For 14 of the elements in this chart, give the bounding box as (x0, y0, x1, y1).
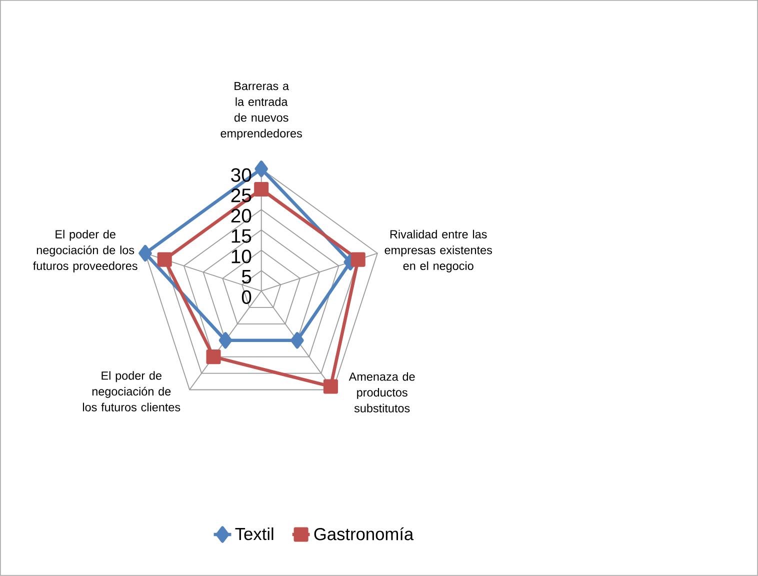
spoke-label: El poder de negociación de los futuros proveedores (33, 230, 138, 272)
y-tick-label: 10 (232, 250, 252, 264)
y-tick-label: 30 (231, 168, 252, 182)
y-tick-label: 25 (231, 188, 252, 202)
spoke-label: El poder de negociación de los futuros clientes (82, 371, 180, 412)
legend-label: Textil (235, 528, 274, 540)
spoke-label: Rivalidad entre las empresas existentes en el negocio (384, 230, 492, 272)
spoke-label: Amenaza de productos substitutos (348, 372, 415, 412)
legend-label: Gastronomía (314, 527, 414, 540)
y-tick-label: 20 (231, 208, 252, 223)
y-tick-label: 15 (232, 229, 252, 243)
y-tick-label: 5 (242, 270, 252, 284)
y-tick-label: 0 (242, 290, 252, 304)
spoke-label: Barreras a la entrada de nuevos emprendedores (220, 82, 302, 140)
